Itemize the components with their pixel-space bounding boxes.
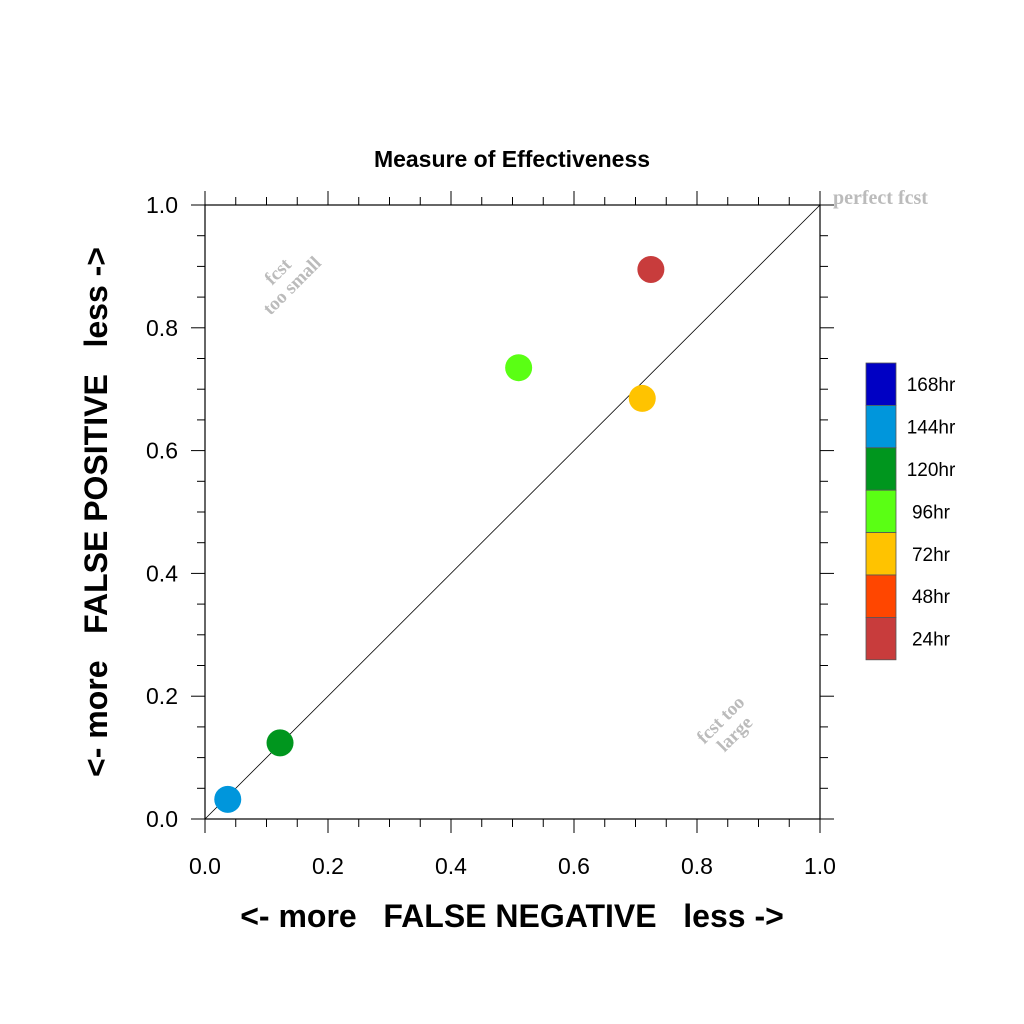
x-tick-label: 1.0 (804, 853, 836, 879)
axis-ticks (191, 191, 834, 833)
x-axis-label: <- more FALSE NEGATIVE less -> (240, 898, 784, 934)
tick-labels: 0.0 0.2 0.4 0.6 0.8 1.0 0.0 0.2 0.4 0.6 0.8 1.0 (146, 192, 836, 879)
legend-label: 72hr (912, 545, 951, 566)
data-point-24hr (637, 255, 665, 283)
data-points (214, 255, 665, 813)
data-point-72hr (628, 384, 656, 412)
x-tick-label: 0.8 (681, 853, 713, 879)
plot-frame (204, 204, 821, 820)
legend-label: 168hr (907, 375, 956, 396)
x-tick-label: 0.6 (558, 853, 590, 879)
chart-title: Measure of Effectiveness (374, 146, 650, 172)
y-tick-label: 0.0 (146, 806, 178, 832)
legend-swatch-96hr (865, 489, 897, 534)
y-axis-label: <- more FALSE POSITIVE less -> (78, 247, 114, 777)
legend-swatch-120hr (865, 447, 897, 491)
perfect-forecast-line (204, 204, 821, 820)
perfect-forecast-label: perfect fcst (833, 187, 928, 209)
y-tick-label: 0.8 (146, 315, 178, 341)
data-point-120hr (266, 729, 294, 757)
legend: 168hr 144hr 120hr 96hr 72hr 48hr 24hr (865, 362, 956, 661)
legend-label: 96hr (912, 502, 951, 523)
data-point-144hr (214, 785, 242, 813)
region-annotation-line: too small (259, 253, 326, 320)
y-tick-label: 1.0 (146, 192, 178, 218)
legend-label: 48hr (912, 587, 951, 608)
legend-swatch-24hr (865, 617, 897, 661)
x-tick-label: 0.2 (312, 853, 344, 879)
legend-swatch-72hr (865, 532, 897, 576)
legend-swatch-48hr (865, 574, 897, 618)
y-tick-label: 0.4 (146, 560, 178, 586)
legend-swatch-168hr (865, 362, 897, 406)
legend-label: 144hr (907, 418, 956, 439)
legend-swatch-144hr (865, 404, 897, 449)
data-point-96hr (505, 354, 533, 382)
y-tick-label: 0.6 (146, 438, 178, 464)
x-tick-label: 0.4 (435, 853, 467, 879)
legend-label: 24hr (912, 630, 951, 651)
y-tick-label: 0.2 (146, 683, 178, 709)
legend-label: 120hr (907, 460, 956, 481)
x-tick-label: 0.0 (189, 853, 221, 879)
